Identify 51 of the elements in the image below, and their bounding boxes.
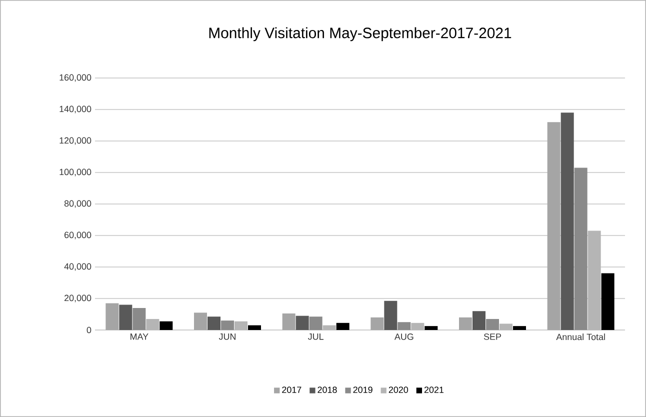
- bar: [547, 122, 560, 330]
- bar: [296, 316, 309, 330]
- bar: [472, 311, 486, 330]
- x-tick-label: SEP: [484, 334, 502, 340]
- x-tick-label: Annual Total: [556, 334, 605, 340]
- y-tick-label: 0: [86, 326, 92, 334]
- y-tick-label: 60,000: [64, 232, 92, 240]
- bar: [208, 316, 220, 330]
- bar: [336, 322, 350, 330]
- bar: [322, 325, 336, 330]
- bar: [248, 325, 261, 330]
- legend-label: 2021: [424, 386, 444, 393]
- bar: [398, 322, 411, 330]
- y-tick-label: 100,000: [60, 168, 92, 176]
- bar: [160, 321, 173, 330]
- bar: [309, 316, 322, 330]
- y-tick-label: 20,000: [64, 294, 92, 302]
- y-tick-label: 120,000: [60, 137, 92, 145]
- x-tick-label: JUL: [308, 334, 324, 340]
- bar: [486, 318, 500, 330]
- bar: [459, 317, 472, 330]
- bar: [424, 326, 438, 330]
- bar: [234, 321, 248, 330]
- bar: [132, 308, 146, 330]
- y-tick-label: 140,000: [60, 106, 92, 114]
- bar: [574, 168, 588, 330]
- y-tick-label: 40,000: [64, 263, 92, 271]
- bar: [588, 230, 601, 330]
- bar: [411, 322, 424, 330]
- bar: [384, 300, 398, 330]
- legend-label: 2017: [282, 386, 302, 393]
- bar: [221, 320, 234, 330]
- bar: [370, 317, 384, 330]
- bar: [194, 312, 207, 330]
- bar: [119, 304, 132, 330]
- y-tick-label: 80,000: [64, 200, 92, 208]
- bar: [106, 303, 119, 330]
- x-tick-label: AUG: [394, 334, 414, 340]
- bar: [601, 273, 614, 330]
- x-tick-label: MAY: [130, 334, 148, 340]
- legend-label: 2019: [353, 386, 372, 393]
- legend-label: 2018: [318, 386, 337, 393]
- legend-label: 2020: [388, 386, 408, 393]
- bar: [146, 318, 160, 330]
- chart-title: Monthly Visitation May-September-2017-2021: [209, 27, 512, 42]
- bar: [560, 112, 574, 330]
- bar: [513, 326, 526, 330]
- bar: [282, 313, 296, 330]
- bar: [500, 324, 513, 330]
- y-tick-label: 160,000: [60, 74, 92, 82]
- x-tick-label: JUN: [218, 334, 236, 340]
